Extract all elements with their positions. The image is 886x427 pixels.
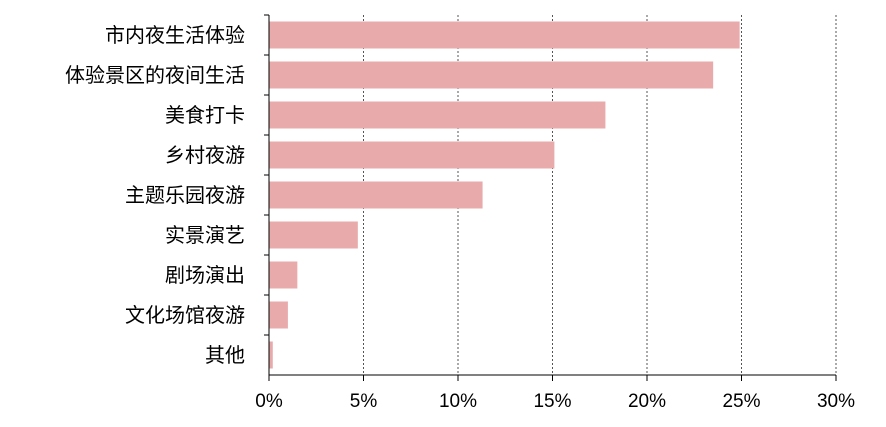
category-label-7: 文化场馆夜游 bbox=[125, 303, 245, 327]
x-tick-label-0: 0% bbox=[255, 391, 283, 412]
bar-7 bbox=[269, 301, 288, 329]
category-label-5: 实景演艺 bbox=[165, 223, 245, 247]
bar-0 bbox=[269, 21, 740, 49]
x-tick-label-6: 30% bbox=[817, 391, 855, 412]
category-label-2: 美食打卡 bbox=[165, 103, 245, 127]
category-label-1: 体验景区的夜间生活 bbox=[65, 63, 245, 87]
x-tick-labels: 0% 5% 10% 15% 20% 25% 30% bbox=[255, 391, 855, 412]
bar-5 bbox=[269, 221, 358, 249]
axes bbox=[264, 14, 837, 381]
category-label-3: 乡村夜游 bbox=[165, 143, 245, 167]
category-label-0: 市内夜生活体验 bbox=[105, 23, 245, 47]
bar-2 bbox=[269, 101, 606, 129]
category-label-6: 剧场演出 bbox=[165, 263, 245, 287]
category-label-8: 其他 bbox=[205, 343, 245, 367]
bar-8 bbox=[269, 341, 273, 369]
x-tick-label-2: 10% bbox=[439, 391, 477, 412]
x-tick-label-1: 5% bbox=[350, 391, 378, 412]
bar-3 bbox=[269, 141, 555, 169]
bar-4 bbox=[269, 181, 483, 209]
category-label-4: 主题乐园夜游 bbox=[125, 183, 245, 207]
bar-1 bbox=[269, 61, 714, 89]
bars bbox=[269, 21, 740, 369]
x-tick-label-5: 25% bbox=[722, 391, 760, 412]
category-labels: 市内夜生活体验体验景区的夜间生活美食打卡乡村夜游主题乐园夜游实景演艺剧场演出文化… bbox=[65, 23, 245, 367]
bar-6 bbox=[269, 261, 298, 289]
x-tick-label-4: 20% bbox=[628, 391, 666, 412]
x-tick-label-3: 15% bbox=[533, 391, 571, 412]
